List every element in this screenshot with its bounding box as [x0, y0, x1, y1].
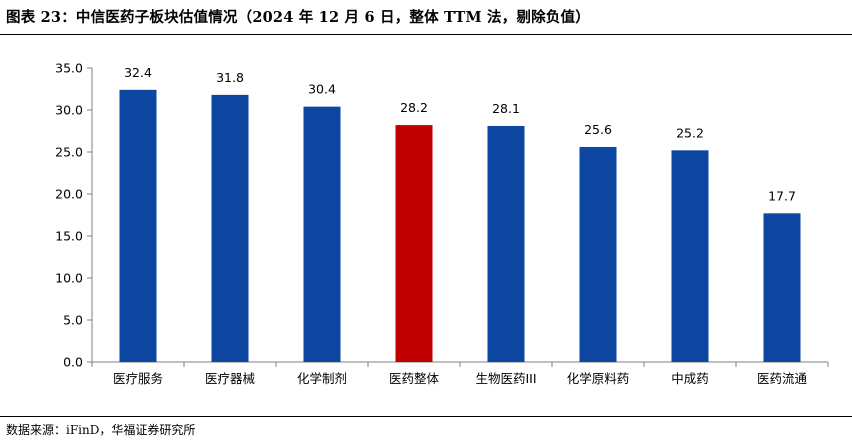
category-label: 化学制剂: [297, 371, 347, 386]
bar: [211, 94, 249, 362]
source-note: 数据来源：iFinD，华福证券研究所: [6, 423, 196, 437]
category-label: 医药流通: [757, 371, 808, 386]
category-label: 医疗服务: [113, 371, 163, 386]
y-tick-label: 5.0: [63, 313, 83, 328]
category-label: 生物医药III: [475, 371, 536, 386]
data-label: 25.6: [584, 122, 612, 137]
bar: [395, 125, 433, 363]
y-tick-label: 15.0: [55, 229, 83, 244]
y-tick-label: 20.0: [55, 187, 83, 202]
bar: [763, 213, 801, 362]
bar-chart: 0.0 5.0 10.0 15.0 20.0 25.0 30.0 35.0 32.4 医疗服务 31…: [55, 61, 829, 386]
source-rule: [0, 416, 852, 417]
title-rule: [0, 34, 852, 35]
y-tick-label: 0.0: [63, 355, 83, 370]
data-label: 31.8: [216, 70, 244, 85]
y-tick-label: 10.0: [55, 271, 83, 286]
category-label: 医药整体: [389, 371, 440, 386]
y-tick-label: 30.0: [55, 103, 83, 118]
category-label: 医疗器械: [205, 371, 256, 386]
data-label: 28.1: [492, 101, 520, 116]
data-label: 17.7: [768, 188, 796, 203]
bar: [303, 106, 341, 362]
category-label: 中成药: [671, 371, 709, 386]
data-label: 28.2: [400, 100, 428, 115]
category-label: 化学原料药: [567, 371, 630, 386]
bar: [579, 146, 617, 362]
data-label: 30.4: [308, 82, 336, 97]
y-tick-label: 35.0: [55, 61, 83, 76]
bar: [671, 150, 709, 362]
chart-title: 图表 23：中信医药子板块估值情况（2024 年 12 月 6 日，整体 TTM…: [6, 9, 590, 26]
data-label: 25.2: [676, 125, 704, 140]
bar: [119, 89, 157, 362]
data-label: 32.4: [124, 65, 152, 80]
bar: [487, 125, 525, 363]
y-tick-label: 25.0: [55, 145, 83, 160]
